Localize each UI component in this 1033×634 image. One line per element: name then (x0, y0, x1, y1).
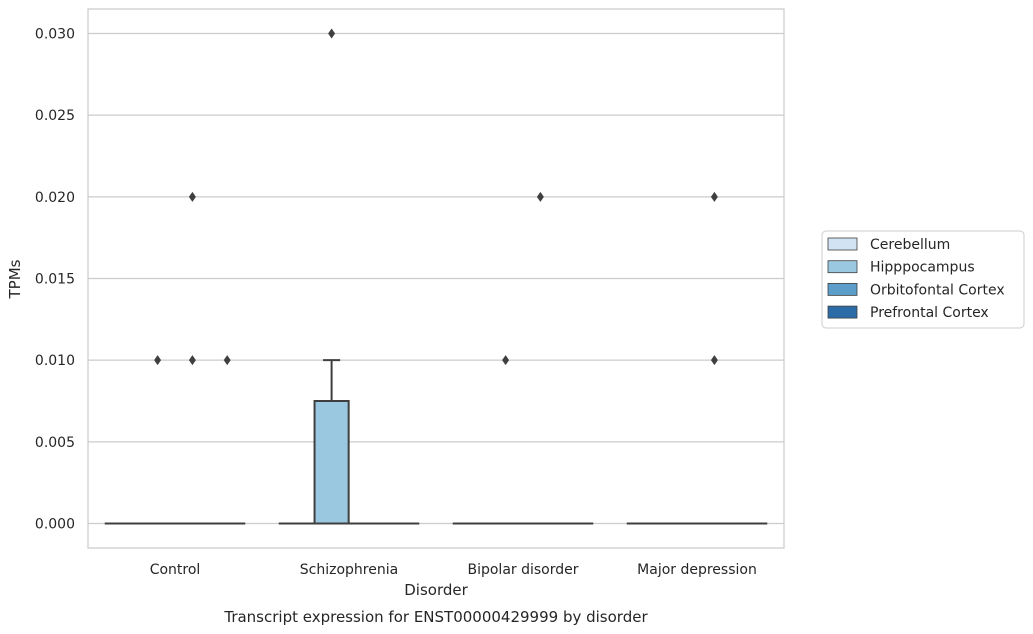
chart-caption: Transcript expression for ENST0000042999… (223, 608, 648, 626)
y-tick-label: 0.005 (35, 435, 75, 451)
y-axis-label: TPMs (6, 259, 24, 299)
gridlines (88, 32, 784, 525)
y-tick-label: 0.025 (35, 108, 75, 124)
legend-label: Orbitofontal Cortex (870, 282, 1005, 298)
outlier-point (502, 355, 510, 366)
outlier-point (710, 355, 718, 366)
outlier-point (536, 191, 544, 202)
plot-frame (87, 8, 785, 549)
box (313, 400, 350, 525)
outlier-point (223, 355, 231, 366)
legend-swatch (827, 282, 858, 296)
box-group (696, 191, 733, 525)
boxes (104, 28, 768, 525)
legend-swatch (827, 305, 858, 319)
outlier-point (154, 355, 162, 366)
legend-swatch (827, 260, 858, 274)
legend-label: Cerebellum (870, 237, 950, 253)
box-group (487, 355, 524, 525)
outlier-point (188, 191, 196, 202)
x-tick-labels: Control Schizophrenia Bipolar disorder Majo… (150, 562, 757, 578)
x-axis-label: Disorder (404, 581, 468, 599)
x-tick-label: Control (150, 562, 201, 578)
y-tick-label: 0.000 (35, 517, 75, 533)
x-tick-label: Schizophrenia (300, 562, 398, 578)
y-tick-labels: 0.000 0.005 0.010 0.015 0.020 0.025 0.030 (35, 27, 75, 533)
outlier-point (710, 191, 718, 202)
legend-label: Hipppocampus (870, 260, 975, 276)
y-tick-label: 0.020 (35, 190, 75, 206)
box-group (139, 355, 176, 525)
x-tick-label: Major depression (637, 562, 757, 578)
outlier-point (188, 355, 196, 366)
box-group (522, 191, 559, 525)
outlier-point (328, 28, 336, 39)
legend-swatch (827, 237, 858, 251)
legend-label: Prefrontal Cortex (870, 305, 989, 321)
legend: Cerebellum Hipppocampus Orbitofontal Corte… (821, 230, 1025, 329)
x-tick-label: Bipolar disorder (467, 562, 578, 578)
y-tick-label: 0.015 (35, 272, 75, 288)
legend-frame (821, 230, 1025, 329)
box-group (209, 355, 246, 525)
y-tick-label: 0.030 (35, 27, 75, 43)
y-tick-label: 0.010 (35, 353, 75, 369)
box-group (313, 28, 350, 525)
box-group (174, 191, 211, 525)
